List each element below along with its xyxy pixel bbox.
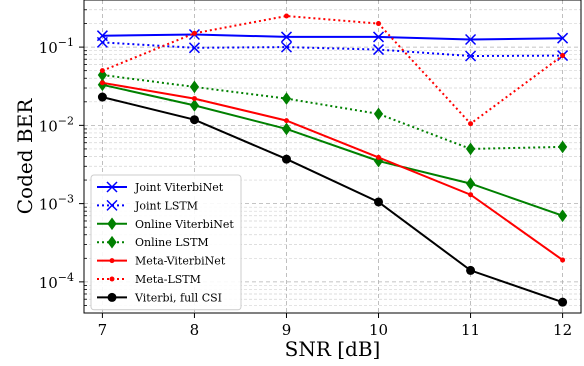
data-point (557, 209, 568, 223)
series-line (102, 33, 563, 41)
legend-label: Meta-ViterbiNet (135, 255, 226, 268)
data-point (376, 154, 382, 160)
legend-label: Online ViterbiNet (135, 218, 234, 231)
legend-marker (107, 217, 117, 231)
data-point (99, 80, 105, 86)
data-point (189, 99, 200, 112)
y-axis-label: Coded BER (13, 98, 37, 214)
series-line (102, 96, 563, 304)
legend-label: Viterbi, full CSI (134, 291, 222, 304)
series-meta-viterbinet (99, 80, 566, 263)
data-point (468, 121, 474, 127)
data-point (558, 297, 568, 307)
legend-marker (106, 199, 118, 211)
legend-label: Online LSTM (135, 236, 209, 249)
data-point (189, 115, 199, 125)
y-tick-label: 10−1 (39, 36, 74, 57)
x-tick-label: 9 (282, 321, 292, 339)
data-point (281, 92, 292, 105)
data-point (376, 21, 382, 27)
x-tick-label: 12 (553, 321, 572, 339)
legend-marker (107, 235, 117, 249)
legend-marker (107, 292, 117, 302)
legend-label: Joint ViterbiNet (134, 181, 224, 194)
y-tick-label: 10−4 (39, 271, 74, 292)
data-point (468, 192, 474, 198)
data-point (281, 154, 291, 164)
x-axis-label: SNR [dB] (285, 337, 381, 361)
series-line (102, 41, 563, 58)
data-point (280, 41, 293, 53)
data-point (373, 107, 384, 121)
legend-label: Joint LSTM (134, 199, 198, 212)
data-point (96, 36, 108, 48)
data-point (372, 31, 385, 43)
axis-ticks: 10−1 10−2 10−3 10−4 7 8 9 10 11 12 (39, 9, 572, 339)
data-point (465, 50, 477, 62)
series-online-viterbinet (97, 78, 568, 223)
legend-box (90, 174, 242, 311)
data-point (465, 142, 476, 156)
data-point (557, 32, 569, 44)
series-joint-viterbinet (96, 28, 569, 46)
data-point (374, 197, 384, 207)
x-tick-label: 8 (190, 321, 200, 339)
data-point (191, 96, 197, 102)
x-tick-label: 7 (98, 321, 108, 339)
data-point (97, 92, 107, 102)
data-point (188, 42, 200, 54)
data-point (283, 118, 289, 124)
legend-marker (106, 181, 118, 193)
data-point (560, 53, 566, 59)
series-online-lstm (97, 68, 568, 156)
legend-label: Meta-LSTM (135, 273, 201, 286)
series-meta-lstm (99, 13, 566, 127)
series-viterbi-full-csi (97, 92, 568, 307)
data-point (465, 177, 476, 190)
data-point (281, 122, 292, 136)
legend-marker (109, 276, 115, 282)
series-line (102, 81, 564, 261)
data-point (465, 33, 477, 46)
x-tick-label: 11 (461, 321, 480, 339)
series-line (102, 14, 564, 126)
data-point (372, 44, 385, 56)
legend: Joint ViterbiNet Joint LSTM Online Viterbi… (90, 174, 242, 311)
data-point (99, 68, 105, 74)
data-point (466, 265, 476, 275)
data-point (560, 257, 566, 263)
data-point (280, 31, 293, 43)
data-point (189, 80, 200, 94)
series-layer (96, 13, 569, 307)
legend-marker (109, 258, 115, 264)
series-line (102, 83, 563, 217)
x-tick-label: 10 (369, 321, 388, 339)
y-tick-label: 10−3 (39, 193, 74, 214)
data-point (191, 30, 197, 36)
data-point (283, 13, 289, 19)
data-point (557, 140, 568, 154)
y-tick-label: 10−2 (39, 114, 74, 135)
